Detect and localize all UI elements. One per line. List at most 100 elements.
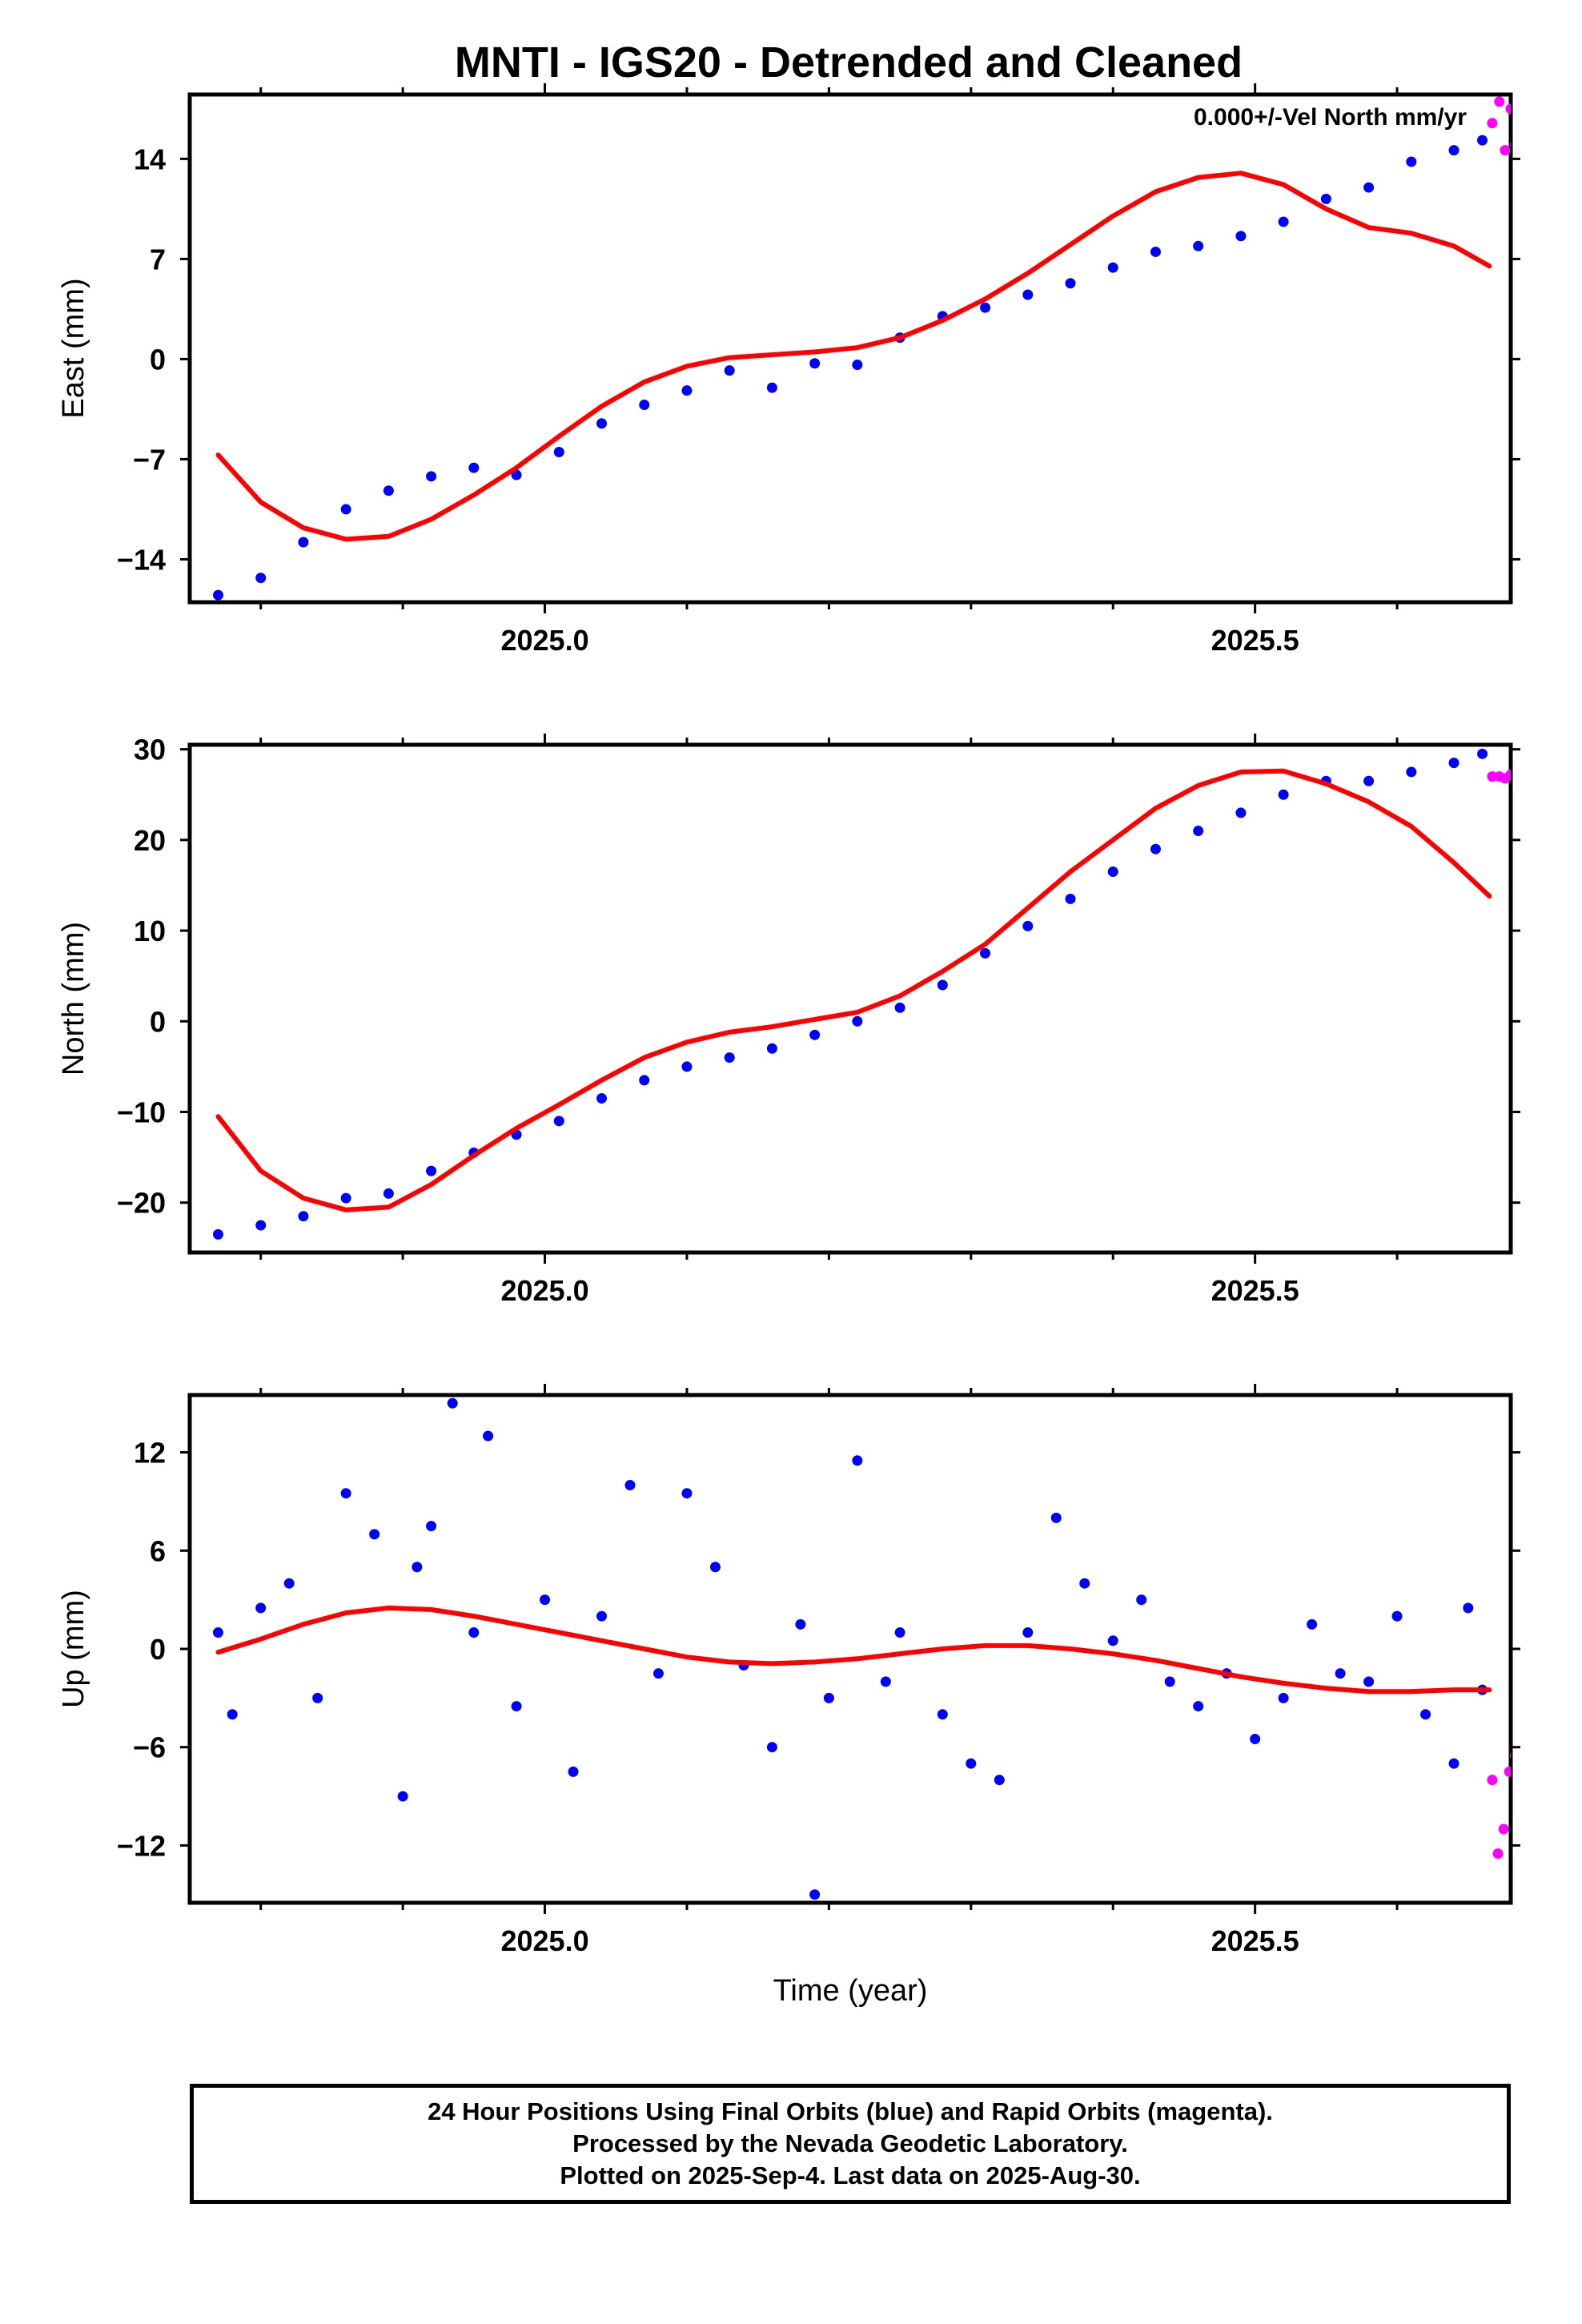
up-final-point (568, 1766, 579, 1777)
east-rapid-point (1500, 145, 1511, 156)
east-panel: −14 −7 0 7 14 2025.0 2025.5 East (mm) (57, 83, 1520, 657)
up-y-tick-label: 12 (134, 1437, 166, 1470)
north-y-tick-label: 0 (150, 1005, 166, 1038)
east-y-axis-label: East (mm) (57, 278, 90, 418)
up-final-point (894, 1627, 905, 1638)
up-final-point (426, 1521, 437, 1532)
up-x-tick-label: 2025.5 (1211, 1924, 1299, 1957)
north-final-point (1150, 843, 1161, 854)
velocity-annotation: 0.000+/-Vel North mm/yr (1194, 104, 1467, 131)
east-final-point (1363, 182, 1375, 193)
up-final-point (255, 1602, 267, 1614)
east-final-point (596, 418, 608, 429)
up-rapid-point (1504, 1766, 1511, 1777)
east-final-point (766, 382, 777, 393)
up-y-tick-label: 0 (150, 1633, 166, 1666)
up-final-point (1250, 1733, 1261, 1744)
up-y-tick-label: 6 (150, 1534, 166, 1567)
east-final-point (468, 462, 480, 473)
east-final-point (255, 573, 267, 584)
east-final-point (1193, 240, 1204, 251)
north-final-point (980, 947, 991, 959)
up-final-point (823, 1692, 834, 1703)
north-y-tick-label: −20 (117, 1187, 166, 1220)
east-final-point (1022, 289, 1034, 300)
east-final-point (511, 469, 522, 480)
up-final-point (681, 1488, 693, 1499)
north-final-point (298, 1211, 309, 1222)
north-final-point (553, 1116, 564, 1127)
east-final-point (809, 358, 821, 369)
north-fit-line (215, 768, 1492, 1212)
up-y-axis-label: Up (mm) (57, 1590, 90, 1708)
east-final-point (639, 400, 650, 411)
up-final-point (468, 1627, 480, 1638)
up-x-tick-label: 2025.0 (500, 1924, 588, 1957)
east-final-point (212, 589, 223, 601)
east-final-point (298, 537, 309, 548)
east-final-point (681, 385, 693, 396)
north-rapid-point (1505, 769, 1511, 780)
up-final-point (1363, 1676, 1375, 1687)
up-data (212, 1397, 1511, 1900)
north-final-point (1363, 775, 1375, 786)
north-y-tick-label: −10 (117, 1096, 166, 1129)
east-fit-line (215, 171, 1492, 542)
east-final-point (1448, 145, 1460, 156)
up-rapid-point (1487, 1775, 1498, 1786)
up-rapid-point (1509, 1752, 1511, 1759)
north-final-point (1406, 766, 1417, 778)
north-final-point (724, 1052, 735, 1063)
north-final-point (255, 1220, 267, 1231)
north-final-point (894, 1002, 905, 1013)
north-y-axis-label: North (mm) (57, 922, 90, 1076)
up-final-point (1448, 1758, 1460, 1769)
north-final-point (937, 979, 948, 991)
north-rapid-point (1509, 775, 1511, 782)
north-x-tick-label: 2025.0 (500, 1274, 588, 1307)
up-final-point (709, 1562, 721, 1573)
up-final-point (624, 1479, 636, 1490)
east-x-tick-label: 2025.5 (1211, 624, 1299, 657)
east-final-point (340, 504, 351, 515)
up-final-point (1307, 1618, 1318, 1630)
north-final-point (1193, 826, 1204, 837)
east-final-point (1150, 246, 1161, 257)
east-final-point (1320, 193, 1331, 204)
east-final-point (1065, 278, 1076, 289)
north-final-point (809, 1029, 821, 1040)
north-final-point (383, 1188, 394, 1199)
up-rapid-point (1498, 1823, 1509, 1835)
east-final-point (553, 446, 564, 457)
east-final-point (1406, 156, 1417, 167)
east-data (212, 96, 1511, 601)
up-y-tick-label: −12 (117, 1829, 166, 1862)
up-final-point (937, 1709, 948, 1720)
up-final-point (369, 1529, 380, 1540)
up-final-point (1335, 1668, 1346, 1679)
east-final-point (1235, 231, 1247, 242)
up-final-point (652, 1668, 664, 1679)
east-final-point (426, 471, 437, 482)
up-final-point (809, 1889, 821, 1900)
footer-line-plotted: Plotted on 2025-Sep-4. Last data on 2025… (560, 2161, 1141, 2189)
north-y-tick-label: 30 (134, 734, 166, 766)
north-y-tick-label: 20 (134, 824, 166, 857)
east-final-point (724, 365, 735, 376)
up-final-point (1193, 1701, 1204, 1712)
up-final-point (397, 1791, 408, 1802)
up-y-tick-label: −6 (133, 1731, 166, 1764)
up-final-point (212, 1627, 223, 1638)
north-x-tick-label: 2025.5 (1211, 1274, 1299, 1307)
east-final-point (1107, 262, 1118, 273)
north-final-point (639, 1075, 650, 1086)
east-final-point (383, 485, 394, 497)
up-final-point (483, 1430, 494, 1441)
up-final-point (540, 1594, 551, 1606)
up-final-point (312, 1692, 323, 1703)
up-final-point (795, 1618, 806, 1630)
up-final-point (880, 1676, 891, 1687)
up-final-point (1022, 1627, 1034, 1638)
north-final-point (766, 1043, 777, 1054)
